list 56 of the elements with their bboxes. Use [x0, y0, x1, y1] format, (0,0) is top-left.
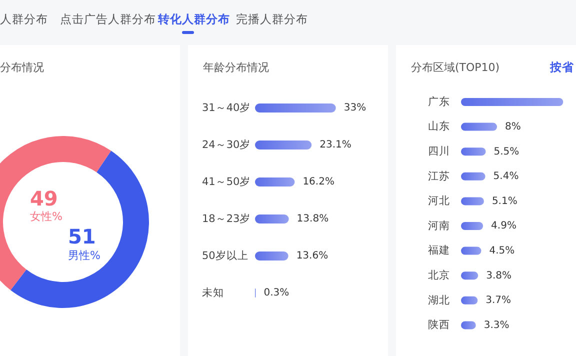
data-label: 3.7%: [486, 295, 512, 306]
bar: [255, 140, 312, 150]
y-tick-label: 四川: [428, 144, 450, 158]
data-label: 16.2%: [302, 176, 334, 188]
bar: [461, 272, 478, 280]
slice-label: 男性%: [68, 249, 100, 262]
data-label: 51: [68, 224, 96, 248]
data-label: 13.8%: [296, 214, 329, 225]
bar: [255, 104, 336, 112]
y-tick-label: 山东: [428, 120, 450, 133]
y-tick-label: 50岁以上: [202, 248, 248, 262]
chart-title: 分布区域(TOP10): [411, 61, 500, 74]
bar: [461, 197, 484, 206]
bar: [461, 148, 486, 156]
y-tick-label: 18～23岁: [202, 212, 251, 225]
y-tick-label: 湖北: [428, 293, 450, 306]
data-label: 23.1%: [320, 140, 352, 151]
bar: [461, 222, 484, 230]
y-tick-label: 江苏: [428, 169, 450, 182]
y-tick-label: 31～40岁: [202, 102, 251, 114]
chart-title: 分布情况: [0, 61, 44, 74]
text: 按省: [549, 60, 575, 74]
data-label: 5.4%: [493, 171, 519, 182]
bar: [461, 122, 497, 131]
text: 人群分布: [0, 12, 48, 26]
y-tick-label: 福建: [428, 244, 450, 257]
text: 点击广告人群分布: [60, 12, 156, 26]
y-tick-label: 河北: [428, 194, 450, 208]
bar: [461, 246, 482, 255]
data-label: 0.3%: [264, 288, 290, 299]
text: 完播人群分布: [236, 12, 308, 26]
y-tick-label: 24～30岁: [202, 138, 251, 151]
slice-label: 女性%: [30, 210, 62, 224]
data-label: 3.3%: [484, 320, 510, 331]
y-tick-label: 广东: [428, 94, 450, 108]
y-tick-label: 陕西: [428, 319, 450, 332]
y-tick-label: 河南: [428, 218, 450, 232]
bar: [255, 252, 288, 260]
bar: [255, 214, 289, 224]
data-label: 13.6%: [296, 250, 328, 262]
bar: [255, 178, 295, 186]
y-tick-label: 北京: [428, 268, 450, 282]
data-label: 4.9%: [491, 220, 516, 232]
data-label: 33%: [344, 102, 366, 114]
y-tick-label: 未知: [202, 286, 224, 299]
data-label: 8%: [505, 122, 521, 133]
data-label: 4.5%: [489, 246, 515, 257]
data-label: 3.8%: [486, 270, 512, 282]
text: 转化人群分布: [157, 12, 230, 26]
data-label: 49: [30, 186, 58, 210]
bar: [461, 98, 564, 106]
y-tick-label: 41～50岁: [202, 176, 251, 188]
chart-title: 年龄分布情况: [203, 61, 269, 74]
data-label: 5.1%: [492, 196, 518, 207]
bar: [461, 172, 486, 180]
data-label: 5.5%: [494, 146, 520, 158]
